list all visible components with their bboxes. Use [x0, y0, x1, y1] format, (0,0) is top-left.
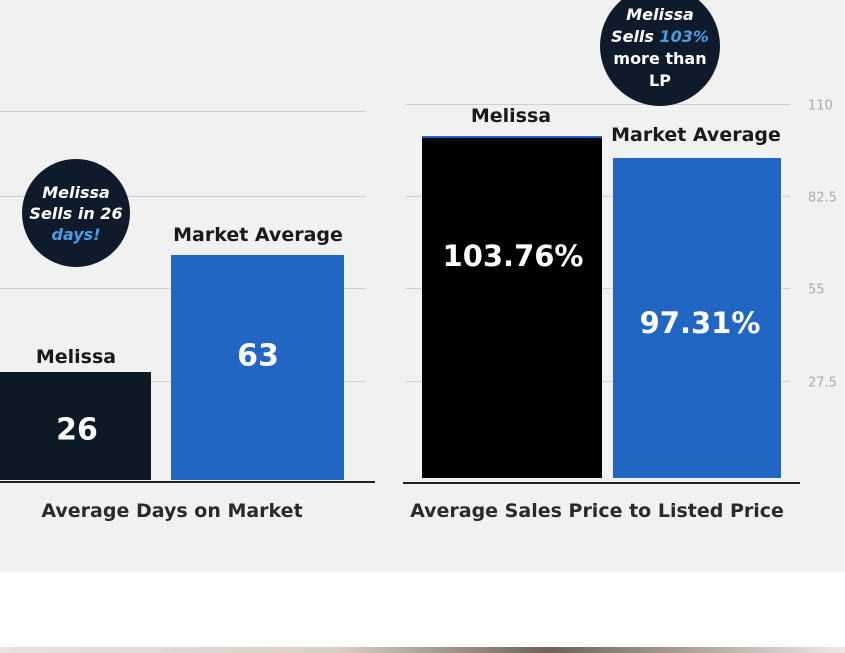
callout-line: Melissa — [626, 5, 694, 24]
label-market-average: Market Average — [611, 124, 781, 146]
chart-title: Average Sales Price to Listed Price — [410, 500, 784, 522]
value-market: 63 — [237, 338, 279, 374]
callout-bubble: Melissa Sells in 26 days! — [22, 159, 130, 267]
gridline — [0, 111, 365, 112]
callout-highlight: 103% — [659, 27, 709, 46]
callout-bubble: Melissa Sells 103% more than LP — [600, 0, 720, 106]
callout-line: more than — [613, 49, 707, 68]
label-melissa: Melissa — [470, 105, 552, 127]
value-melissa: 26 — [56, 412, 98, 448]
gridline — [0, 196, 365, 197]
y-tick: 110 — [808, 98, 833, 114]
value-market: 97.31% — [639, 306, 761, 340]
callout-highlight: days! — [51, 224, 101, 244]
bar-market-price — [613, 157, 781, 478]
bar-melissa-price — [422, 135, 602, 478]
callout-line: Sells — [611, 27, 660, 46]
bar-market-days — [171, 255, 344, 480]
y-tick: 27.5 — [808, 375, 837, 391]
bar-melissa-days — [0, 372, 151, 480]
callout-line: LP — [649, 71, 671, 90]
value-melissa: 103.76% — [442, 239, 584, 273]
callout-line: Melissa — [42, 182, 110, 202]
baseline — [0, 481, 375, 483]
baseline — [403, 482, 800, 484]
y-tick: 55 — [808, 282, 825, 298]
photo-strip — [0, 647, 845, 653]
y-tick: 82.5 — [808, 190, 837, 206]
label-market-average: Market Average — [173, 224, 343, 246]
callout-line: Sells in 26 — [29, 203, 123, 223]
label-melissa: Melissa — [35, 346, 117, 368]
gridline — [405, 104, 790, 105]
chart-title: Average Days on Market — [41, 500, 303, 522]
